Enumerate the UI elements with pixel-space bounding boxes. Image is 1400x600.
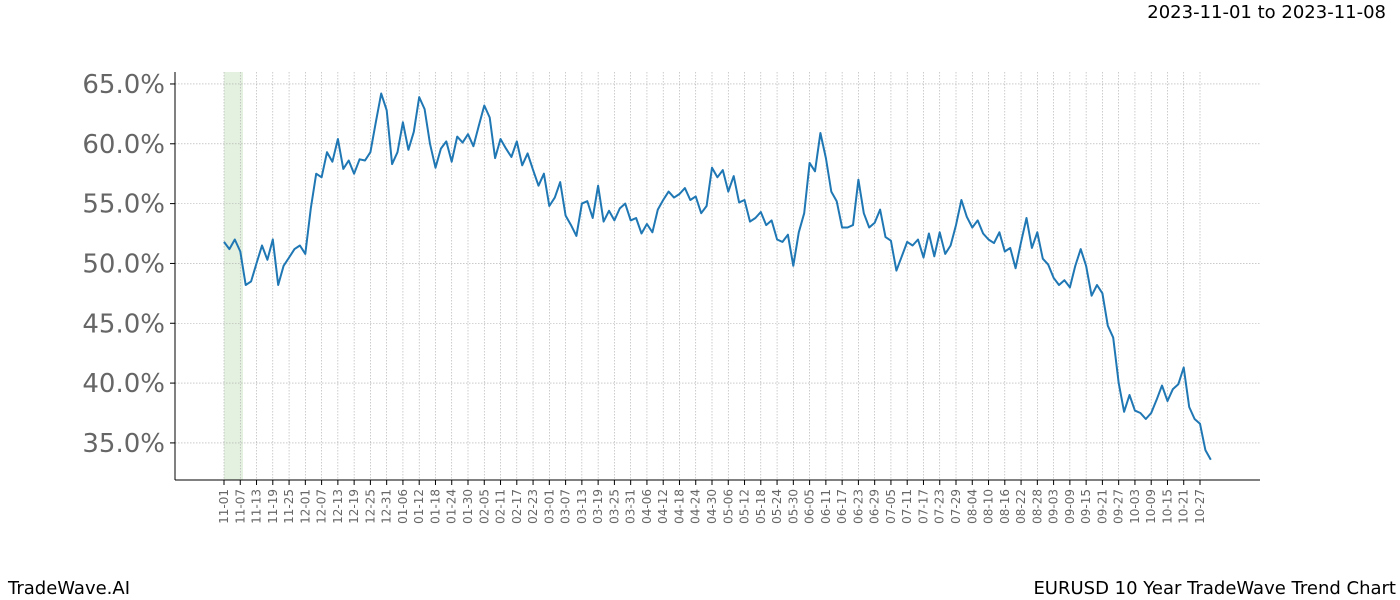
x-tick-label: 01-18 — [428, 489, 442, 524]
x-tick-label: 03-19 — [591, 489, 605, 524]
x-tick-label: 01-24 — [445, 489, 459, 524]
y-tick-label: 60.0% — [82, 130, 165, 160]
trend-line — [223, 92, 1212, 461]
x-tick-label: 05-06 — [721, 489, 735, 524]
x-tick-label: 09-09 — [1063, 489, 1077, 524]
x-tick-label: 04-30 — [705, 489, 719, 524]
plot: 35.0% 40.0% 45.0% 50.0% 55.0% 60.0% 65.0% 11-01… — [82, 70, 1260, 524]
x-tick-label: 08-10 — [982, 489, 996, 524]
x-tick-label: 12-07 — [315, 489, 329, 524]
x-tick-label: 04-24 — [689, 489, 703, 524]
x-tick-label: 06-05 — [803, 489, 817, 524]
x-tick-label: 05-12 — [738, 489, 752, 524]
brand: TradeWave.AI — [7, 578, 130, 599]
x-tick-label: 03-31 — [624, 489, 638, 524]
x-tick-label: 05-18 — [754, 489, 768, 524]
x-tick-label: 01-30 — [461, 489, 475, 524]
x-tick-label: 12-31 — [380, 489, 394, 524]
x-tick-label: 10-03 — [1128, 489, 1142, 524]
x-tick-label: 10-21 — [1177, 489, 1191, 524]
x-tick-label: 07-11 — [900, 489, 914, 524]
x-tick-label: 07-17 — [916, 489, 930, 524]
x-tick-label: 08-28 — [1030, 489, 1044, 524]
x-tick-label: 11-07 — [233, 489, 247, 524]
highlight-span — [224, 72, 243, 480]
x-tick-label: 03-13 — [575, 489, 589, 524]
x-tick-label: 10-09 — [1144, 489, 1158, 524]
x-tick-label: 05-30 — [786, 489, 800, 524]
y-tick-label: 50.0% — [82, 249, 165, 279]
x-tick-label: 02-11 — [494, 489, 508, 524]
x-tick-label: 12-19 — [347, 489, 361, 524]
x-tick-label: 06-17 — [835, 489, 849, 524]
x-tick-label: 04-18 — [672, 489, 686, 524]
date-range: 2023-11-01 to 2023-11-08 — [1147, 2, 1386, 23]
x-tick-label: 12-13 — [331, 489, 345, 524]
x-tick-label: 07-05 — [884, 489, 898, 524]
x-tick-label: 12-01 — [298, 489, 312, 524]
y-tick-label: 35.0% — [82, 429, 165, 459]
y-tick-label: 45.0% — [82, 309, 165, 339]
y-tick-label: 40.0% — [82, 369, 165, 399]
y-tick-label: 65.0% — [82, 70, 165, 100]
x-tick-label: 06-23 — [851, 489, 865, 524]
x-tick-label: 08-04 — [965, 489, 979, 524]
x-tick-label: 07-23 — [933, 489, 947, 524]
x-tick-label: 09-15 — [1079, 489, 1093, 524]
x-tick-label: 04-06 — [640, 489, 654, 524]
x-tick-label: 11-13 — [250, 489, 264, 524]
x-tick-label: 11-01 — [217, 489, 231, 524]
x-tick-label: 03-07 — [559, 489, 573, 524]
x-tick-label: 11-25 — [282, 489, 296, 524]
x-tick-label: 02-17 — [510, 489, 524, 524]
x-tick-label: 06-11 — [819, 489, 833, 524]
x-tick-label: 09-27 — [1112, 489, 1126, 524]
x-tick-label: 03-01 — [542, 489, 556, 524]
x-tick-label: 09-03 — [1047, 489, 1061, 524]
x-tick-label: 01-06 — [396, 489, 410, 524]
x-tick-label: 02-05 — [477, 489, 491, 524]
x-tick-label: 07-29 — [949, 489, 963, 524]
x-tick-label: 10-27 — [1193, 489, 1207, 524]
x-tick-label: 01-12 — [412, 489, 426, 524]
caption: EURUSD 10 Year TradeWave Trend Chart — [1033, 578, 1396, 599]
x-tick-label: 09-21 — [1095, 489, 1109, 524]
x-tick-label: 11-19 — [266, 489, 280, 524]
x-tick-label: 08-22 — [1014, 489, 1028, 524]
x-tick-label: 12-25 — [363, 489, 377, 524]
x-tick-label: 04-12 — [656, 489, 670, 524]
x-tick-label: 08-16 — [998, 489, 1012, 524]
x-tick-label: 03-25 — [607, 489, 621, 524]
x-tick-label: 02-23 — [526, 489, 540, 524]
y-tick-label: 55.0% — [82, 190, 165, 220]
x-tick-label: 05-24 — [770, 489, 784, 524]
x-tick-label: 06-29 — [868, 489, 882, 524]
x-tick-label: 10-15 — [1160, 489, 1174, 524]
